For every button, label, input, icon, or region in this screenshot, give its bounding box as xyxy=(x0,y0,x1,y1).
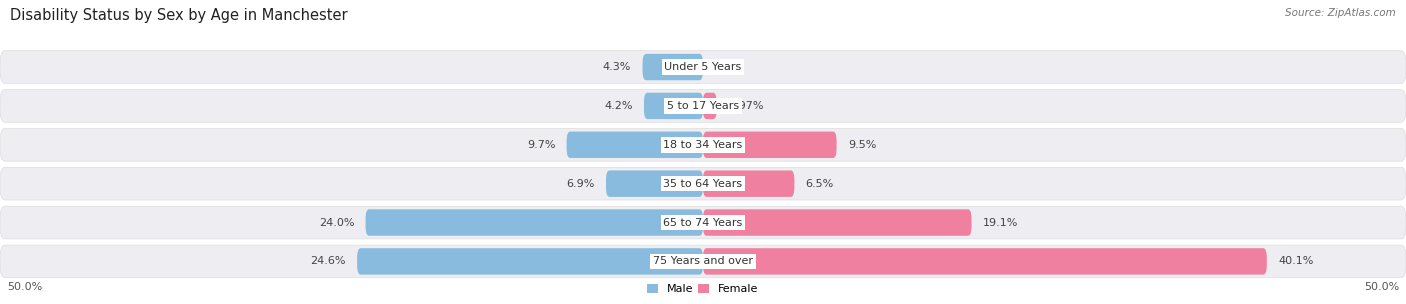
Text: 40.1%: 40.1% xyxy=(1278,256,1313,266)
FancyBboxPatch shape xyxy=(606,171,703,197)
Text: 50.0%: 50.0% xyxy=(7,282,42,292)
FancyBboxPatch shape xyxy=(644,93,703,119)
FancyBboxPatch shape xyxy=(0,51,1406,83)
Text: Source: ZipAtlas.com: Source: ZipAtlas.com xyxy=(1285,8,1396,18)
Text: 4.2%: 4.2% xyxy=(605,101,633,111)
FancyBboxPatch shape xyxy=(703,248,1267,275)
Text: 75 Years and over: 75 Years and over xyxy=(652,256,754,266)
Text: 5 to 17 Years: 5 to 17 Years xyxy=(666,101,740,111)
FancyBboxPatch shape xyxy=(703,171,794,197)
FancyBboxPatch shape xyxy=(366,209,703,236)
FancyBboxPatch shape xyxy=(703,209,972,236)
FancyBboxPatch shape xyxy=(0,245,1406,278)
FancyBboxPatch shape xyxy=(703,93,717,119)
FancyBboxPatch shape xyxy=(0,129,1406,161)
Text: 0.0%: 0.0% xyxy=(714,62,742,72)
Text: 6.9%: 6.9% xyxy=(567,179,595,189)
Text: 4.3%: 4.3% xyxy=(603,62,631,72)
Text: 35 to 64 Years: 35 to 64 Years xyxy=(664,179,742,189)
Text: 18 to 34 Years: 18 to 34 Years xyxy=(664,140,742,150)
Legend: Male, Female: Male, Female xyxy=(643,279,763,299)
FancyBboxPatch shape xyxy=(0,167,1406,200)
Text: 65 to 74 Years: 65 to 74 Years xyxy=(664,218,742,227)
FancyBboxPatch shape xyxy=(0,206,1406,239)
Text: Disability Status by Sex by Age in Manchester: Disability Status by Sex by Age in Manch… xyxy=(10,8,347,22)
Text: 6.5%: 6.5% xyxy=(806,179,834,189)
FancyBboxPatch shape xyxy=(567,132,703,158)
Text: 24.0%: 24.0% xyxy=(319,218,354,227)
Text: 24.6%: 24.6% xyxy=(311,256,346,266)
Text: 50.0%: 50.0% xyxy=(1364,282,1399,292)
FancyBboxPatch shape xyxy=(703,132,837,158)
Text: 19.1%: 19.1% xyxy=(983,218,1018,227)
FancyBboxPatch shape xyxy=(643,54,703,80)
FancyBboxPatch shape xyxy=(0,90,1406,122)
Text: Under 5 Years: Under 5 Years xyxy=(665,62,741,72)
Text: 9.7%: 9.7% xyxy=(527,140,555,150)
FancyBboxPatch shape xyxy=(357,248,703,275)
Text: 0.97%: 0.97% xyxy=(728,101,763,111)
Text: 9.5%: 9.5% xyxy=(848,140,876,150)
